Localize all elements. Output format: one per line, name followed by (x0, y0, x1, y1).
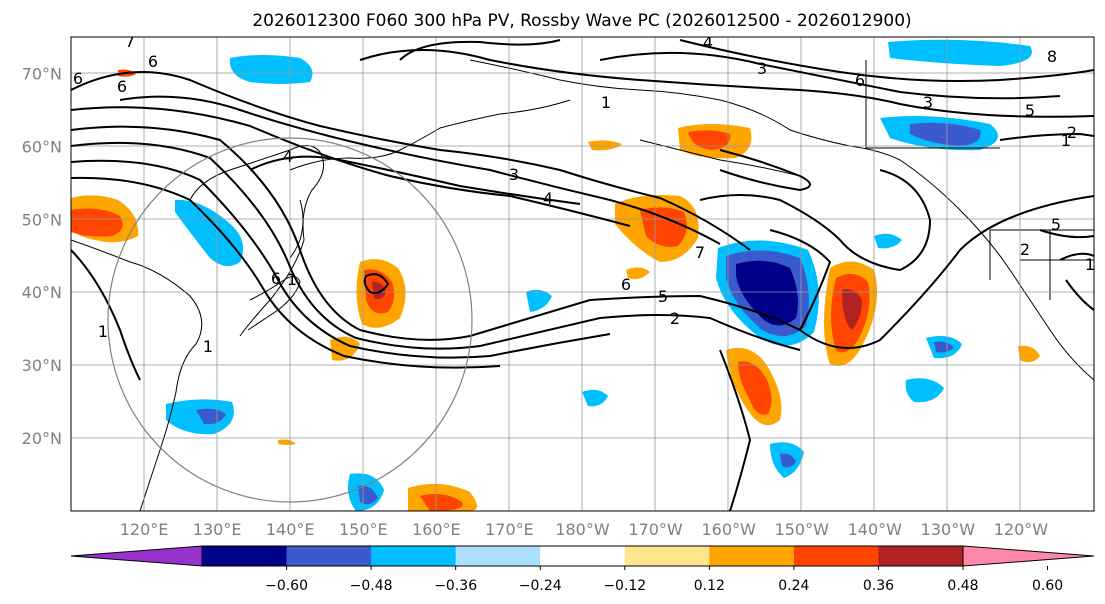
contour-label: 4 (703, 33, 713, 52)
lat-tick-label: 30°N (22, 356, 62, 375)
colorbar-tick-label: −0.36 (434, 578, 477, 594)
lon-tick-label: 120°W (994, 520, 1049, 539)
colorbar-tick-label: −0.24 (519, 578, 562, 594)
colorbar-outline (201, 545, 964, 567)
contour-label: 6 (117, 77, 127, 96)
contour-label: 1 (203, 337, 213, 356)
pv-contours (71, 39, 1094, 511)
contour-label: 1 (1061, 131, 1071, 150)
lon-tick-label: 170°E (485, 520, 534, 539)
gridlines (71, 37, 1094, 511)
colorbar-segment (540, 546, 626, 566)
colorbar-segment (793, 546, 879, 566)
contour-label: 2 (1067, 123, 1077, 142)
colorbar-tick-label: −0.12 (603, 578, 646, 594)
contour-label: 4 (543, 189, 553, 208)
latitude-labels: 20°N 30°N 40°N 50°N 60°N 70°N (22, 64, 62, 448)
contour-label: 2 (1020, 240, 1030, 259)
contour-label: 5 (658, 287, 668, 306)
distance-ring (107, 137, 473, 503)
colorbar-segment (286, 546, 372, 566)
colorbar-tick-label: −0.48 (350, 578, 393, 594)
contour-label: 6 (855, 71, 865, 90)
lon-tick-label: 130°E (193, 520, 242, 539)
contour-label: 6 (148, 52, 158, 71)
lon-tick-label: 120°E (120, 520, 169, 539)
colorbar-tick-label: −0.60 (265, 578, 308, 594)
contour-label: 2 (670, 309, 680, 328)
colorbar-tick-label: 0.48 (947, 578, 978, 594)
lat-tick-label: 70°N (22, 64, 62, 83)
colorbar-tick-label: 0.60 (1032, 578, 1063, 594)
contour-label: 8 (1047, 47, 1057, 66)
chart-title: 2026012300 F060 300 hPa PV, Rossby Wave … (252, 11, 911, 31)
lat-tick-label: 20°N (22, 429, 62, 448)
contour-label: 3 (757, 59, 767, 78)
lat-tick-label: 40°N (22, 283, 62, 302)
colorbar-tick-label: 0.24 (778, 578, 809, 594)
contour-label: 4 (283, 147, 293, 166)
colorbar-extend-high (962, 545, 1095, 567)
map-frame (70, 36, 1095, 512)
colorbar-tick-label: 0.36 (863, 578, 894, 594)
lon-tick-label: 150°E (339, 520, 388, 539)
colorbar-segment (202, 546, 288, 566)
contour-label: 6 (73, 69, 83, 88)
pv-anomaly-shading (71, 39, 1040, 511)
colorbar-segment (709, 546, 795, 566)
colorbar-segment (371, 546, 457, 566)
lat-tick-label: 60°N (22, 137, 62, 156)
contour-label: 5 (1051, 215, 1061, 234)
lon-tick-label: 160°W (701, 520, 756, 539)
contour-label: 1 (601, 93, 611, 112)
contour-label: 5 (1025, 101, 1035, 120)
contour-label: 7 (125, 32, 135, 51)
positive-anomaly-west-core (71, 208, 123, 237)
colorbar-segment (878, 546, 964, 566)
lon-tick-label: 180°W (555, 520, 610, 539)
colorbar-segment (455, 546, 541, 566)
colorbar: −0.60 −0.48 −0.36 −0.24 −0.12 0.12 0.24 0.36 0.4… (70, 545, 1095, 594)
colorbar-tick-label: 0.12 (694, 578, 725, 594)
negative-anomaly-trough (175, 199, 244, 267)
colorbar-extend-low (70, 545, 203, 567)
contour-label: 3 (509, 165, 519, 184)
lon-tick-label: 140°E (266, 520, 315, 539)
contour-label: 6 (621, 275, 631, 294)
lat-tick-label: 50°N (22, 210, 62, 229)
map-background (71, 37, 1094, 511)
contour-label: 3 (923, 93, 933, 112)
longitude-labels: 120°E 130°E 140°E 150°E 160°E 170°E 180°W 170°W… (120, 520, 1049, 539)
contour-label: 7 (695, 243, 705, 262)
lon-tick-label: 170°W (628, 520, 683, 539)
lon-tick-label: 150°W (775, 520, 830, 539)
contour-label: 1 (287, 270, 297, 289)
lon-tick-label: 140°W (848, 520, 903, 539)
contour-label: 1 (1085, 255, 1095, 274)
colorbar-segment (624, 546, 710, 566)
negative-anomaly-north (229, 55, 313, 84)
contour-label: 6 (271, 269, 281, 288)
contour-label: 1 (98, 322, 108, 341)
lon-tick-label: 160°E (412, 520, 461, 539)
lon-tick-label: 130°W (921, 520, 976, 539)
